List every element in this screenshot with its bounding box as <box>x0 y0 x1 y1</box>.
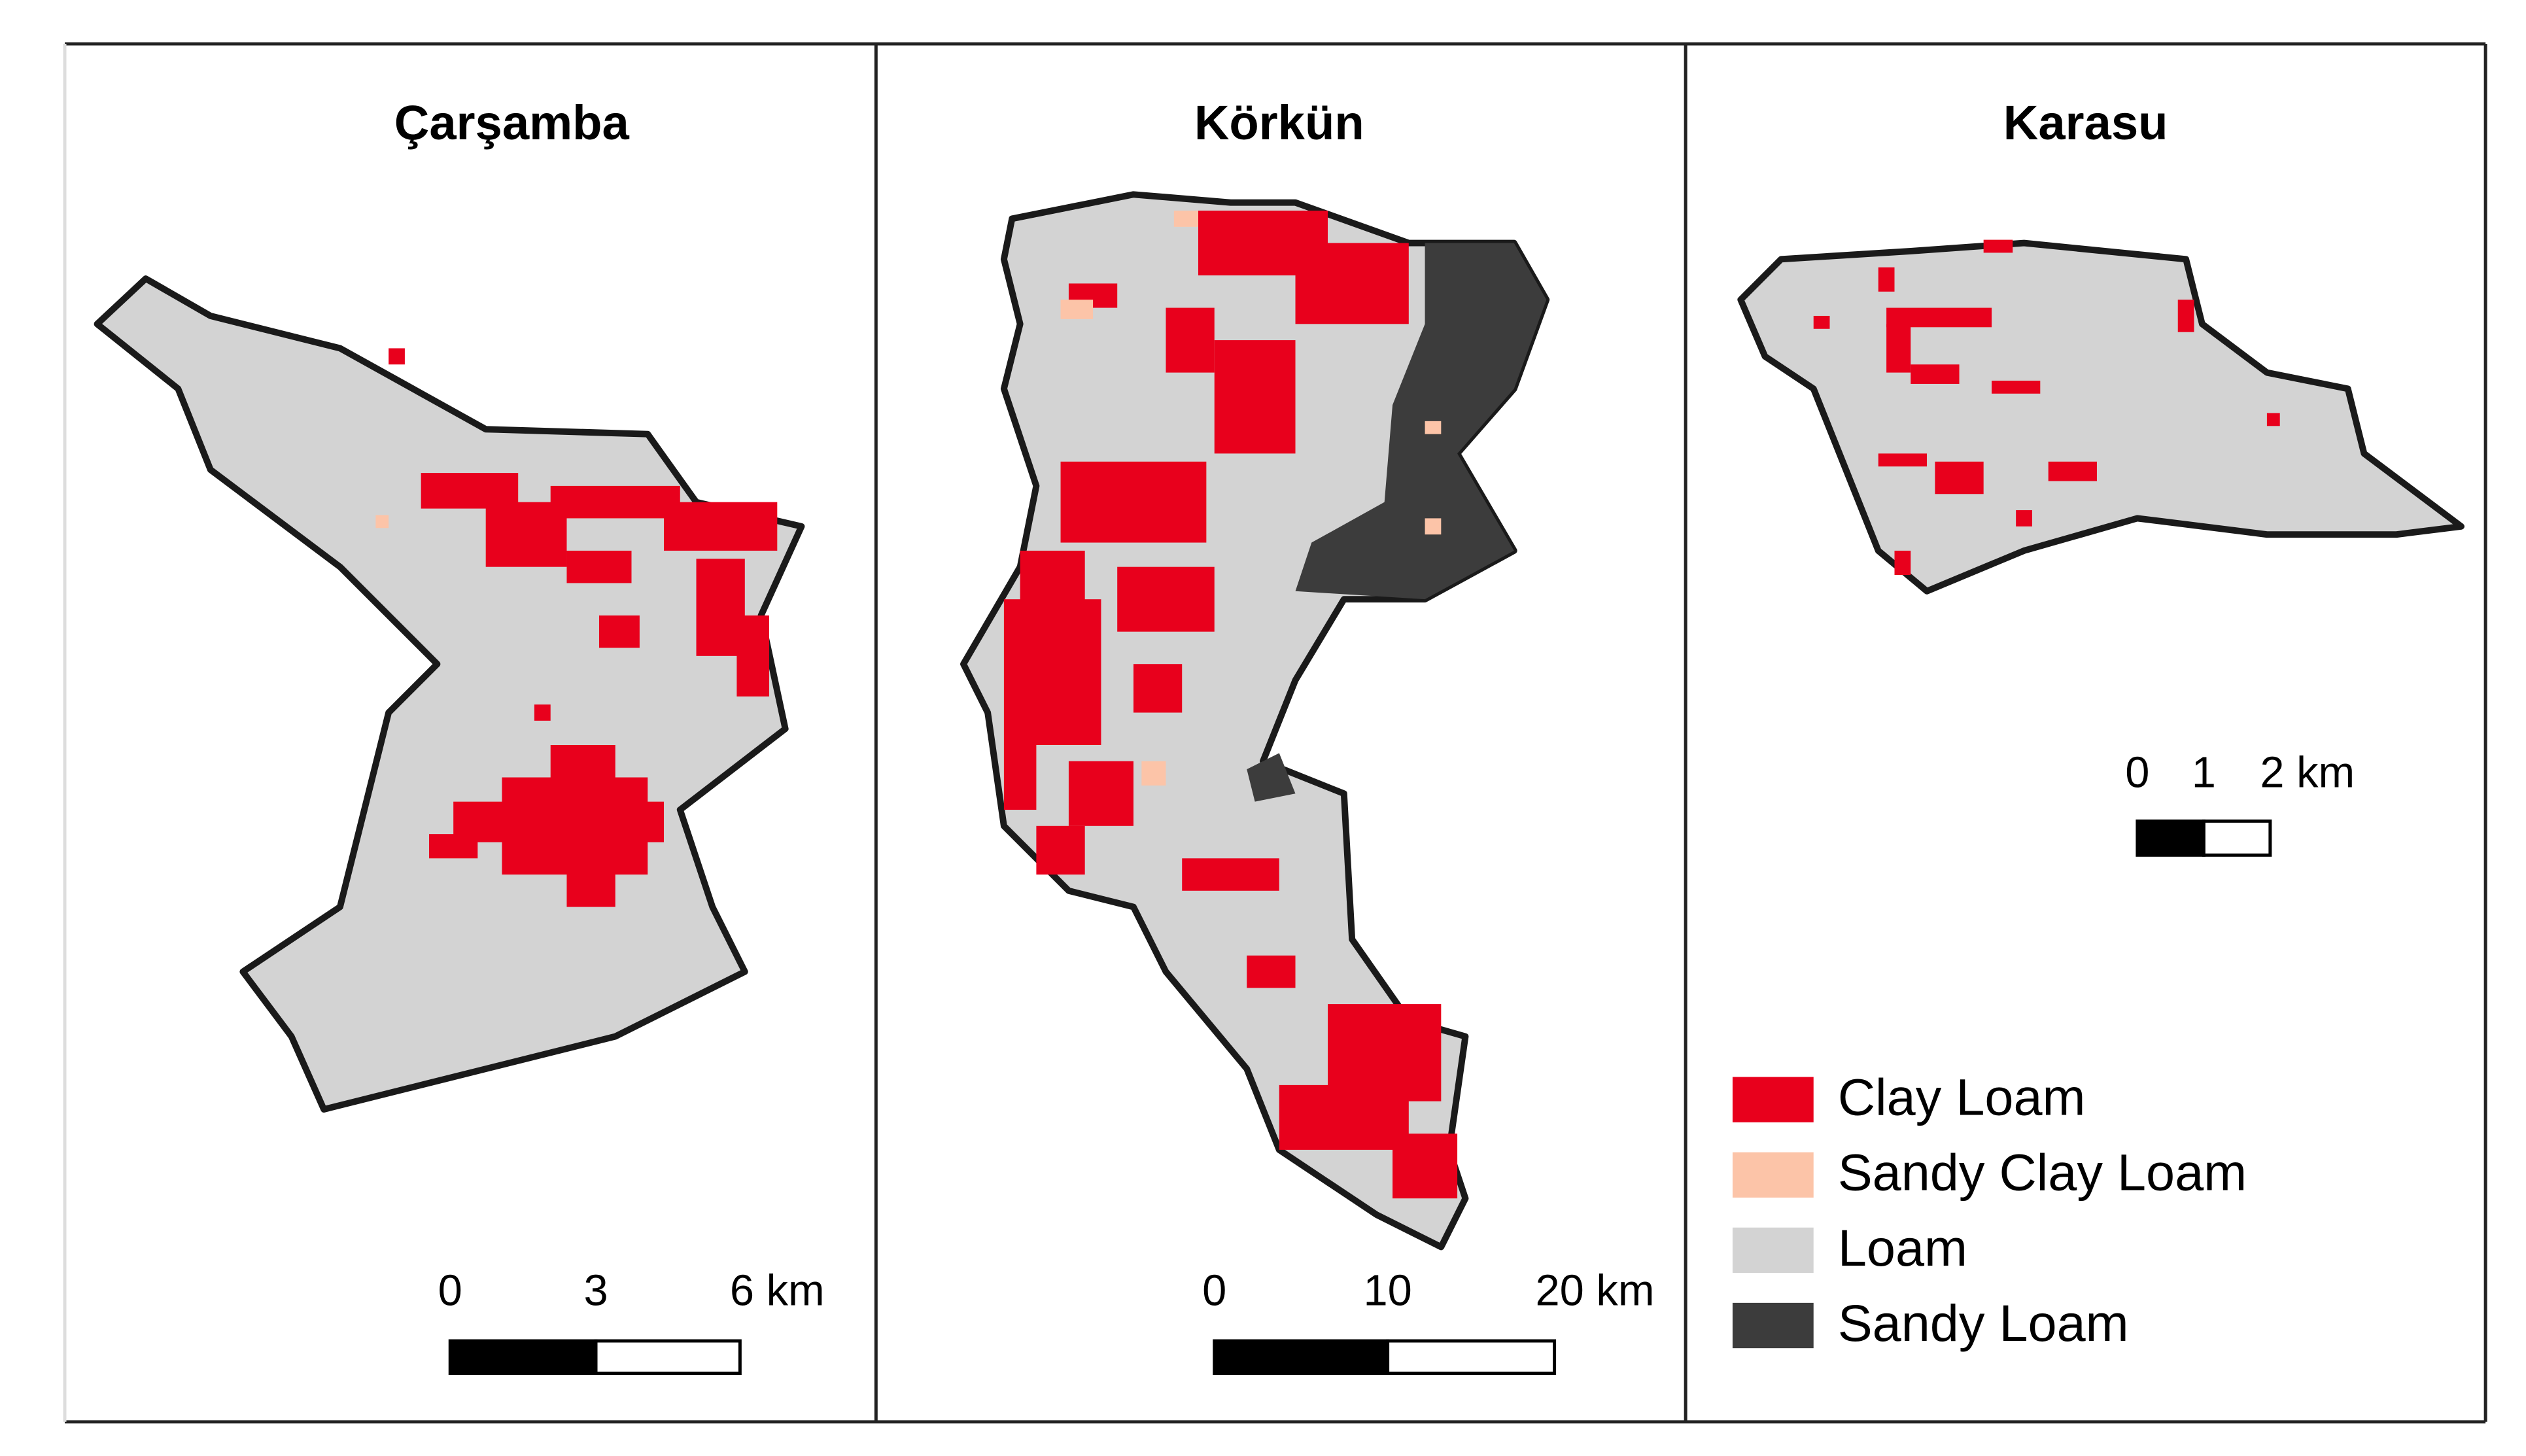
korkun-map <box>960 191 1550 1251</box>
scale-label: 6 km <box>730 1266 825 1315</box>
scale-label: 20 km <box>1536 1266 1655 1315</box>
karasu-map <box>1737 239 2465 595</box>
legend-label: Sandy Loam <box>1838 1294 2129 1352</box>
scale-label: 0 <box>1202 1266 1226 1315</box>
panel-title: Körkün <box>1194 95 1364 150</box>
legend-label: Sandy Clay Loam <box>1838 1143 2247 1202</box>
scale-label: 3 <box>583 1266 608 1315</box>
panel-title: Çarşamba <box>394 95 630 150</box>
legend-label: Loam <box>1838 1219 1967 1277</box>
scale-label: 10 <box>1363 1266 1411 1315</box>
legend-swatch <box>1732 1227 1814 1274</box>
legend-swatch <box>1732 1077 1814 1122</box>
frame <box>63 42 2487 1424</box>
scale-label: 0 <box>2125 748 2149 797</box>
carsamba-map <box>94 275 805 1113</box>
scale-label: 0 <box>438 1266 462 1315</box>
scale-label: 2 km <box>2260 748 2355 797</box>
legend-swatch <box>1732 1302 1814 1349</box>
scale-label: 1 <box>2192 748 2216 797</box>
legend-label: Clay Loam <box>1838 1068 2086 1126</box>
panel-title: Karasu <box>2003 95 2168 150</box>
scale-bars <box>448 819 2272 1376</box>
legend-swatch <box>1732 1152 1814 1198</box>
legend: Clay Loam Sandy Clay Loam Loam Sandy Loam <box>1732 1068 2247 1352</box>
